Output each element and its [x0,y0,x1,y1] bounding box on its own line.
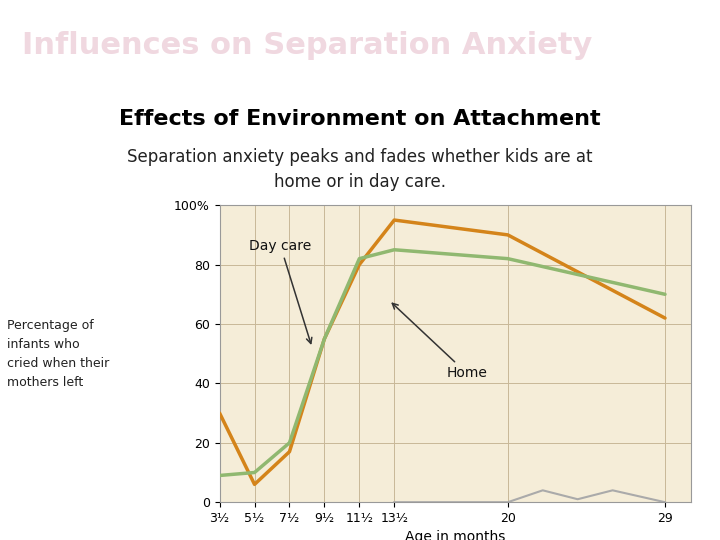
Text: Effects of Environment on Attachment: Effects of Environment on Attachment [120,109,600,129]
X-axis label: Age in months: Age in months [405,530,505,540]
Text: Home: Home [392,303,487,381]
Text: Influences on Separation Anxiety: Influences on Separation Anxiety [22,31,592,60]
Text: Percentage of
infants who
cried when their
mothers left: Percentage of infants who cried when the… [7,319,109,389]
Text: Day care: Day care [249,239,312,343]
Text: Separation anxiety peaks and fades whether kids are at
home or in day care.: Separation anxiety peaks and fades wheth… [127,148,593,191]
